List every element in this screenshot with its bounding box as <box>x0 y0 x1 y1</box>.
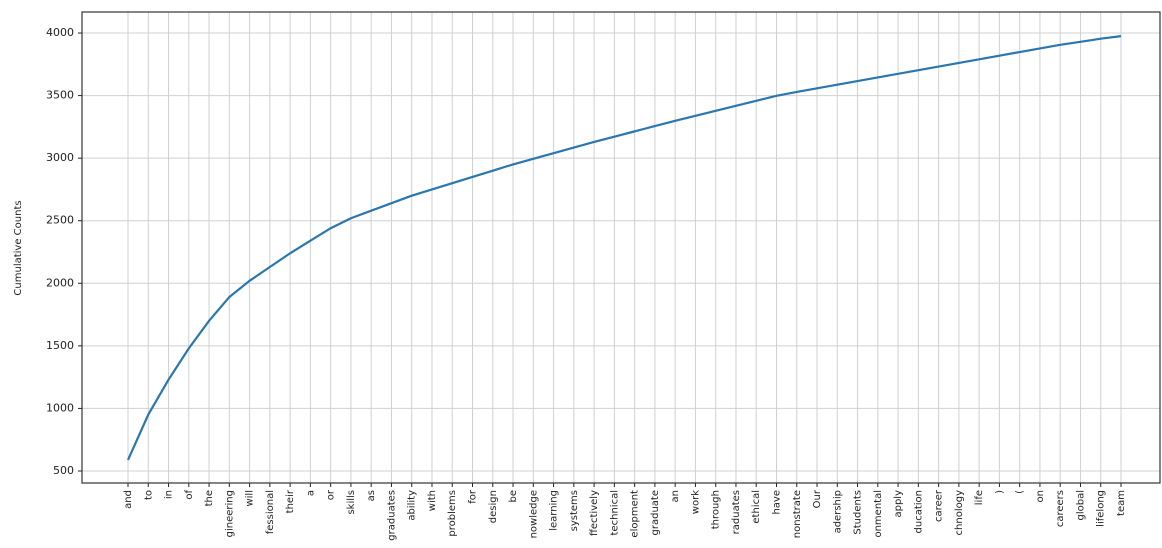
y-axis-label: Cumulative Counts <box>13 200 24 295</box>
x-tick-label: chnology <box>954 490 965 536</box>
x-tick-label: fessional <box>265 490 276 534</box>
x-tick-label: in <box>164 490 175 499</box>
x-tick-label: adership <box>832 490 843 533</box>
x-tick-label: ffectively <box>589 490 600 536</box>
x-tick-label: will <box>245 490 256 507</box>
x-tick-label: to <box>143 490 154 500</box>
plot-frame <box>81 11 1161 484</box>
x-tick-label: ) <box>994 490 1005 494</box>
y-tick-label: 500 <box>53 464 74 477</box>
y-tick-label: 2500 <box>46 214 74 227</box>
y-tick-label: 3500 <box>46 89 74 102</box>
x-tick-label: a <box>305 490 316 496</box>
y-tick-label: 4000 <box>46 26 74 39</box>
line-series <box>126 35 1122 461</box>
x-tick-label: graduate <box>650 490 661 535</box>
x-tick-label: ethical <box>751 490 762 524</box>
x-tick-label: the <box>204 490 215 506</box>
x-tick-label: Students <box>853 490 864 535</box>
x-tick-label: career <box>934 489 945 522</box>
x-tick-label: Our <box>812 489 823 508</box>
x-tick-label: nowledge <box>528 490 539 538</box>
x-tick-label: technical <box>609 490 620 535</box>
x-tick-label: graduates <box>386 490 397 541</box>
x-tick-label: ( <box>1015 490 1026 494</box>
x-tick-label: raduates <box>731 490 742 534</box>
x-tick-label: or <box>326 489 337 500</box>
x-tick-label: work <box>690 490 701 514</box>
x-tick-label: careers <box>1055 490 1066 527</box>
x-tick-label: team <box>1116 490 1127 516</box>
x-tick-label: learning <box>549 490 560 531</box>
x-tick-label: and <box>123 490 134 509</box>
x-tick-label: on <box>1035 490 1046 502</box>
x-tick-label: an <box>670 490 681 502</box>
x-tick-label: ability <box>407 490 418 521</box>
y-tick-label: 3000 <box>46 151 74 164</box>
x-tick-label: with <box>427 490 438 511</box>
x-tick-label: nonstrate <box>792 490 803 538</box>
x-tick-label: as <box>366 490 377 501</box>
x-tick-label: gineering <box>224 490 235 537</box>
y-tick-label: 2000 <box>46 276 74 289</box>
x-tick-label: systems <box>569 490 580 531</box>
x-tick-label: global <box>1075 490 1086 521</box>
x-tick-label: design <box>488 490 499 523</box>
x-tick-label: of <box>184 490 195 500</box>
x-tick-label: for <box>468 489 479 504</box>
x-tick-label: onmental <box>873 490 884 538</box>
x-tick-label: apply <box>893 490 904 518</box>
x-tick-label: skills <box>346 490 357 515</box>
x-tick-label: be <box>508 490 519 503</box>
x-tick-label: lifelong <box>1096 490 1107 527</box>
y-tick-label: 1500 <box>46 339 74 352</box>
x-tick-label: elopment <box>630 490 641 538</box>
x-tick-label: through <box>711 490 722 529</box>
x-tick-label: life <box>974 490 985 505</box>
x-tick-label: ducation <box>913 490 924 533</box>
x-tick-label: problems <box>447 490 458 537</box>
x-tick-label: their <box>285 489 296 513</box>
y-tick-label: 1000 <box>46 401 74 414</box>
x-tick-label: have <box>771 490 782 515</box>
